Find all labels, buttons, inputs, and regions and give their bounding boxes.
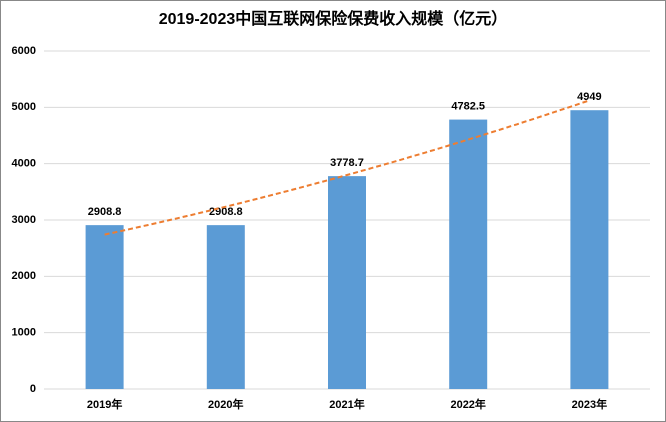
trendline (104, 99, 590, 236)
x-tick-label: 2022年 (450, 397, 485, 411)
y-tick-label: 4000 (12, 158, 36, 170)
value-label: 2908.8 (88, 206, 122, 218)
bar (328, 176, 366, 389)
y-tick-label: 1000 (12, 327, 36, 339)
bar (449, 119, 488, 390)
x-tick-label: 2019年 (87, 397, 122, 411)
value-label: 4782.5 (451, 100, 485, 112)
bar (570, 110, 609, 390)
y-tick-label: 2000 (12, 270, 36, 282)
x-tick-label: 2021年 (329, 397, 364, 411)
value-label: 3778.7 (330, 157, 364, 169)
value-label: 2908.8 (209, 206, 243, 218)
chart-title: 2019-2023中国互联网保险保费收入规模（亿元） (159, 9, 508, 28)
bar (206, 225, 245, 389)
y-tick-label: 6000 (12, 45, 36, 57)
y-tick-label: 5000 (12, 101, 36, 113)
x-tick-label: 2023年 (572, 397, 607, 411)
x-tick-label: 2020年 (208, 397, 243, 411)
value-label: 4949 (577, 91, 601, 103)
y-tick-label: 0 (30, 383, 36, 395)
bar (85, 225, 124, 389)
y-tick-label: 3000 (12, 214, 36, 226)
